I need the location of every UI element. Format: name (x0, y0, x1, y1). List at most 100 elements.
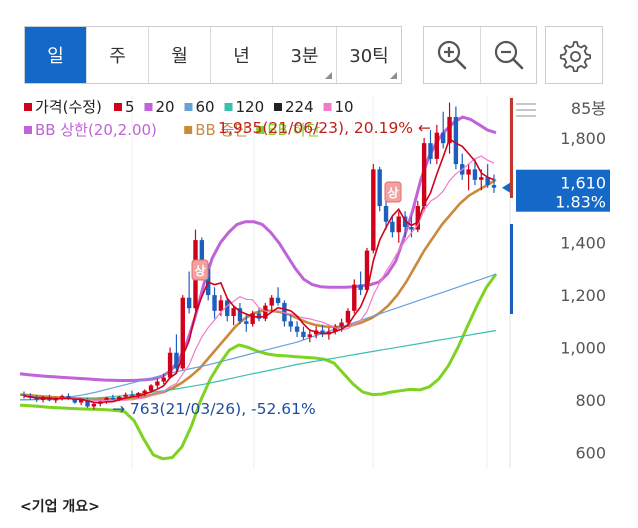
legend-label: BB 상한(20,2.00) (35, 121, 157, 139)
candle-body (275, 297, 281, 303)
candle-body (409, 226, 414, 230)
series-ma60 (19, 273, 497, 401)
tab-주[interactable]: 주 (87, 27, 149, 83)
legend-swatch (24, 103, 32, 111)
candle-body (136, 393, 141, 396)
current-change: 1.83% (555, 193, 606, 212)
candle-body (59, 395, 65, 399)
candle-body (307, 334, 313, 338)
candle-body (269, 297, 274, 306)
candle-body (485, 177, 490, 186)
candle-body (40, 397, 46, 400)
high-annotation: 1,935(21/06/23), 20.19% ← (218, 119, 431, 137)
candle-body (282, 302, 287, 322)
upper-limit-marker: 상 (194, 263, 205, 278)
series-bb_mid (19, 178, 497, 401)
legend-swatch (114, 103, 122, 111)
legend-label: 5 (125, 98, 135, 116)
series-ma10 (23, 155, 495, 402)
legend-label: BB 중단 (195, 121, 248, 139)
legend-label: 가격(수정) (35, 98, 102, 116)
candle-body (161, 377, 166, 382)
candle-body (352, 284, 357, 311)
current-price-tag (516, 169, 610, 212)
candle-body (440, 132, 446, 144)
current-price: 1,610 (560, 174, 606, 193)
legend-swatch (24, 126, 32, 134)
candle-body (396, 216, 401, 233)
tab-3분[interactable]: 3분 (273, 27, 337, 83)
candle-body (288, 321, 293, 327)
candle-body (472, 169, 478, 180)
candle-body (142, 390, 147, 394)
candle-body (491, 185, 497, 188)
series-bb_lower (19, 273, 498, 461)
legend-label: 20 (156, 98, 175, 116)
candle-body (447, 116, 452, 144)
candle-body (421, 143, 427, 207)
legend-label: 60 (196, 98, 215, 116)
tab-월[interactable]: 월 (149, 27, 211, 83)
candle-body (104, 397, 109, 402)
zoom-in-icon[interactable] (424, 27, 480, 83)
candle-body (339, 322, 344, 327)
candle-body (383, 206, 389, 222)
legend-swatch (274, 103, 282, 111)
legend-swatch (224, 103, 233, 111)
candle-body (453, 116, 459, 165)
series-bb_upper (19, 115, 497, 382)
tab-일[interactable]: 일 (25, 27, 87, 83)
legend-swatch (256, 126, 265, 134)
candle-body (320, 330, 325, 335)
legend-swatch (144, 103, 153, 111)
candle-body (301, 331, 306, 338)
candle-body (174, 352, 179, 369)
candle-body (434, 132, 440, 159)
candle-body (294, 326, 300, 332)
y-tick-label: 600 (575, 443, 606, 462)
series-ma120 (19, 329, 497, 401)
axis-highlight-bar (510, 98, 513, 198)
tab-30틱[interactable]: 30틱 (337, 27, 401, 83)
candle-body (479, 177, 484, 180)
submenu-corner-icon (390, 72, 397, 79)
upper-limit-marker: 상 (387, 185, 398, 200)
candle-body (377, 169, 382, 207)
candle-body (91, 403, 97, 407)
candle-body (123, 394, 128, 397)
candle-body (333, 326, 338, 332)
candle-body (148, 385, 154, 391)
legend-label: 10 (335, 98, 354, 116)
candle-body (364, 250, 370, 290)
submenu-corner-icon (325, 72, 332, 79)
candle-body (428, 143, 433, 159)
candle-body (212, 295, 217, 311)
candle-body (358, 284, 363, 290)
candle-body (263, 305, 268, 319)
tab-년[interactable]: 년 (211, 27, 273, 83)
candle-body (180, 297, 185, 369)
y-tick-label: 1,200 (560, 286, 606, 305)
candle-body (72, 399, 78, 403)
candle-body (256, 313, 262, 319)
candle-body (34, 397, 39, 400)
candle-body (415, 206, 420, 230)
candle-body (402, 216, 408, 227)
y-tick-label: 1,800 (560, 129, 606, 148)
candle-body (21, 394, 27, 396)
candle-body (390, 221, 395, 233)
legend-swatch (184, 103, 193, 111)
settings-icon[interactable] (546, 27, 602, 83)
low-annotation: → 763(21/03/26), -52.61% (112, 400, 316, 418)
candle-body (244, 321, 249, 324)
candle-body (78, 399, 84, 403)
candle-body (466, 169, 471, 175)
legend-swatch (323, 103, 332, 111)
candle-body (186, 297, 192, 309)
chart-toolbar: 일 주 월 년 3분 30틱 (0, 0, 638, 90)
legend-label: 224 (285, 98, 314, 116)
section-caption: <기업 개요> (20, 499, 100, 515)
price-pointer (502, 182, 510, 193)
zoom-out-icon[interactable] (480, 27, 536, 83)
